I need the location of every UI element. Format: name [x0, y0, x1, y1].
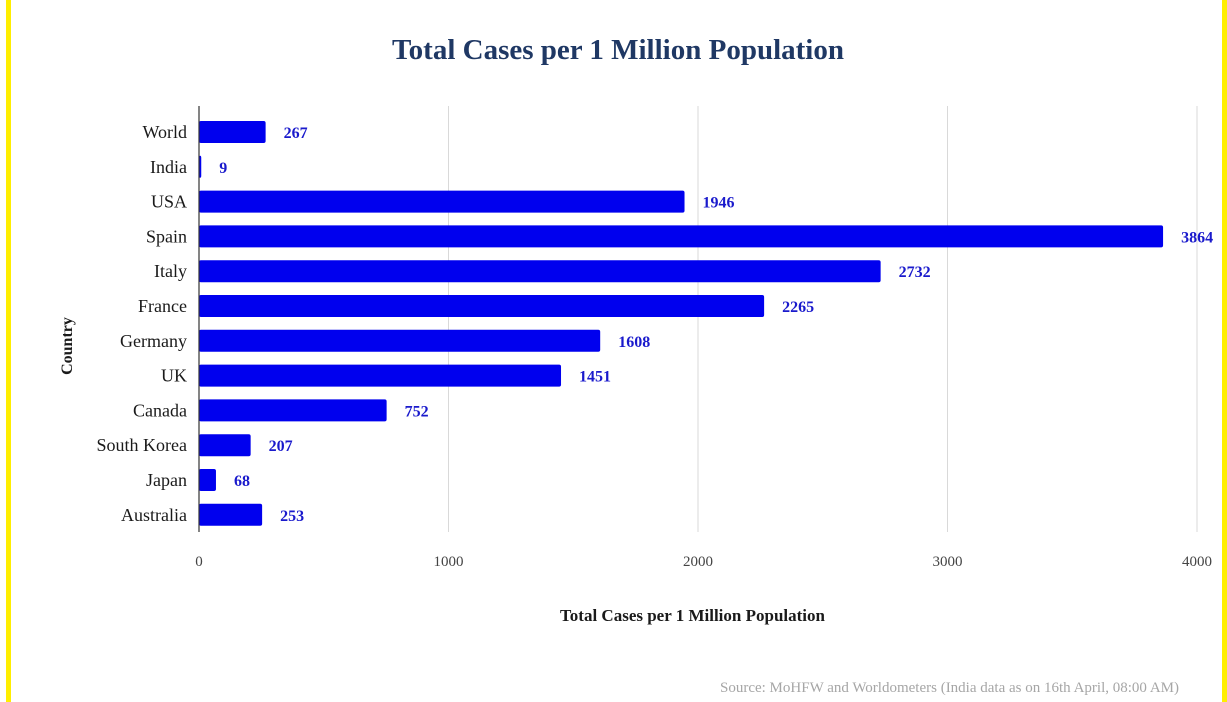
x-axis-title: Total Cases per 1 Million Population	[560, 606, 825, 625]
labels: 0 1000 2000 3000 4000 World 267 India 9 USA 1946 Sp…	[97, 122, 1214, 570]
data-label: 3864	[1181, 229, 1213, 246]
category-label: Germany	[120, 331, 187, 351]
bar	[199, 364, 562, 387]
y-axis-title: Country	[59, 317, 76, 375]
category-label: World	[142, 122, 187, 142]
bar	[199, 503, 263, 526]
data-label: 207	[269, 438, 293, 455]
category-label: UK	[161, 366, 187, 386]
bar	[199, 469, 216, 491]
bars	[199, 121, 1164, 526]
frame-left-border	[6, 0, 11, 702]
bar	[199, 329, 601, 352]
data-label: 267	[284, 125, 308, 142]
category-label: Italy	[154, 261, 187, 281]
category-label: Australia	[121, 505, 187, 525]
chart-title: Total Cases per 1 Million Population	[392, 34, 844, 66]
bar	[199, 260, 881, 283]
bar	[199, 399, 387, 422]
bar	[199, 190, 685, 213]
category-label: France	[138, 296, 187, 316]
x-tick-label: 1000	[434, 554, 464, 570]
data-label: 68	[234, 473, 250, 490]
data-label: 2732	[899, 264, 931, 281]
data-label: 1451	[579, 369, 611, 386]
frame-right-border	[1222, 0, 1227, 702]
category-label: South Korea	[97, 435, 187, 455]
data-label: 9	[219, 160, 227, 177]
category-label: Japan	[146, 470, 187, 490]
x-tick-label: 0	[195, 554, 203, 570]
bar	[199, 121, 266, 143]
data-label: 752	[405, 403, 429, 420]
data-label: 253	[280, 508, 304, 525]
source-note: Source: MoHFW and Worldometers (India da…	[719, 680, 1179, 696]
category-label: USA	[151, 192, 187, 212]
data-label: 2265	[782, 299, 814, 316]
category-label: India	[150, 157, 187, 177]
x-tick-label: 3000	[933, 554, 963, 570]
category-label: Canada	[133, 400, 187, 420]
bar	[199, 295, 765, 317]
bar	[199, 434, 251, 457]
x-tick-label: 4000	[1182, 554, 1212, 570]
grid-lines	[448, 106, 1198, 532]
x-tick-label: 2000	[683, 554, 713, 570]
category-label: Spain	[146, 226, 187, 246]
data-label: 1608	[618, 334, 650, 351]
bar	[199, 225, 1164, 248]
data-label: 1946	[703, 195, 735, 212]
